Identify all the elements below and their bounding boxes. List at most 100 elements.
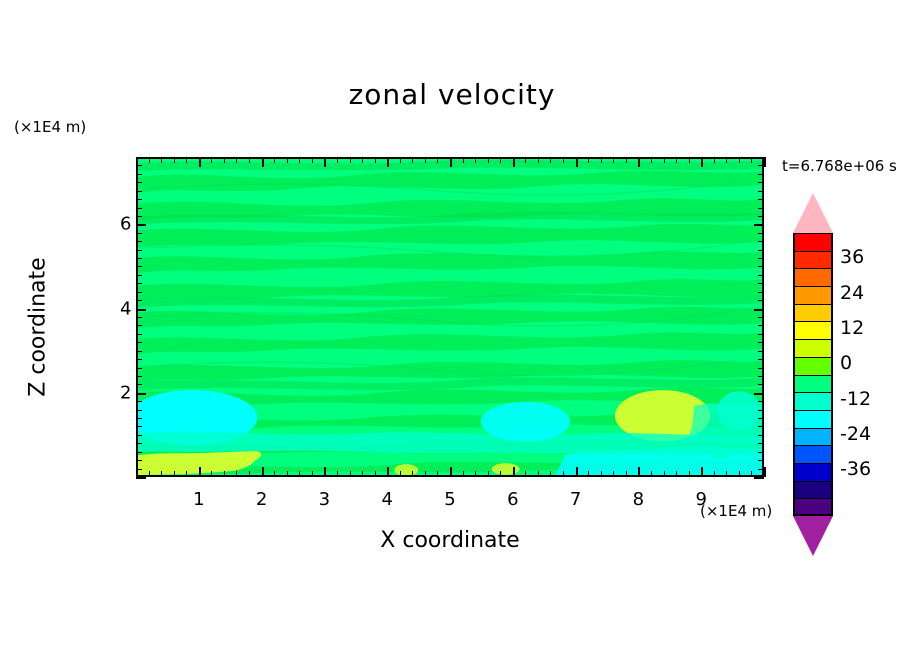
y-tick [136, 199, 142, 200]
x-tick [174, 471, 175, 477]
y-tick [758, 460, 764, 461]
x-tick [601, 471, 602, 477]
x-tick [613, 471, 614, 477]
x-tick [224, 471, 225, 477]
x-tick [262, 467, 264, 477]
x-tick [174, 157, 175, 163]
x-tick [726, 471, 727, 477]
x-tick [337, 157, 338, 163]
y-tick [136, 250, 142, 251]
x-tick [287, 471, 288, 477]
y-tick [758, 325, 764, 326]
y-tick-label-6: 6 [120, 214, 131, 235]
x-tick [626, 157, 627, 163]
y-tick [136, 351, 142, 352]
x-tick [236, 471, 237, 477]
y-tick [754, 224, 764, 226]
x-tick [274, 471, 275, 477]
x-tick [576, 467, 578, 477]
y-tick [758, 241, 764, 242]
y-tick [136, 460, 142, 461]
y-tick [136, 359, 142, 360]
y-tick [136, 342, 142, 343]
x-tick [262, 157, 264, 167]
x-tick [500, 157, 501, 163]
y-tick [758, 359, 764, 360]
x-tick [664, 157, 665, 163]
x-tick [588, 157, 589, 163]
y-tick [758, 368, 764, 369]
x-tick [161, 471, 162, 477]
y-tick [136, 384, 142, 385]
y-tick-label-2: 2 [120, 382, 131, 403]
x-tick [236, 157, 237, 163]
y-tick [136, 233, 142, 234]
x-tick [676, 471, 677, 477]
x-tick [324, 467, 326, 477]
y-tick [754, 393, 764, 395]
y-tick [136, 435, 142, 436]
chart-title: zonal velocity [0, 78, 904, 111]
x-tick [525, 471, 526, 477]
x-tick [513, 157, 515, 167]
x-tick [161, 157, 162, 163]
x-tick [450, 467, 452, 477]
y-tick [758, 342, 764, 343]
x-tick-label-7: 7 [570, 489, 581, 510]
y-tick [758, 469, 764, 470]
y-tick [136, 182, 142, 183]
colorbar-segment-13 [793, 463, 833, 481]
x-tick [638, 157, 640, 167]
y-tick [136, 325, 142, 326]
y-tick [136, 165, 142, 166]
colorbar-label-12: 12 [840, 317, 864, 339]
x-tick [613, 157, 614, 163]
x-tick [199, 467, 201, 477]
y-tick [136, 418, 142, 419]
x-tick [588, 471, 589, 477]
x-tick-label-5: 5 [444, 489, 455, 510]
x-tick [400, 471, 401, 477]
y-tick [758, 292, 764, 293]
x-tick [437, 471, 438, 477]
x-tick [211, 471, 212, 477]
x-tick [500, 471, 501, 477]
y-tick [136, 443, 142, 444]
y-tick [136, 393, 146, 395]
y-tick [758, 174, 764, 175]
y-tick [136, 258, 142, 259]
y-tick [758, 208, 764, 209]
x-tick [714, 157, 715, 163]
x-tick [651, 157, 652, 163]
y-tick [758, 418, 764, 419]
y-tick [136, 266, 142, 267]
x-tick [312, 157, 313, 163]
y-tick [136, 317, 142, 318]
x-tick [425, 471, 426, 477]
y-tick [758, 317, 764, 318]
x-tick [186, 471, 187, 477]
y-tick [136, 300, 142, 301]
x-tick [312, 471, 313, 477]
y-tick [136, 292, 142, 293]
y-tick [758, 435, 764, 436]
y-tick [758, 384, 764, 385]
x-tick [387, 157, 389, 167]
colorbar-segment-2 [793, 268, 833, 286]
x-tick [726, 157, 727, 163]
y-tick [758, 250, 764, 251]
x-tick [525, 157, 526, 163]
y-tick [136, 410, 142, 411]
x-tick [350, 157, 351, 163]
y-tick [136, 191, 142, 192]
x-tick [362, 471, 363, 477]
colorbar-arrow-low [793, 516, 833, 556]
y-tick [758, 182, 764, 183]
y-tick [758, 426, 764, 427]
colorbar-label-24: 24 [840, 282, 864, 304]
x-tick [224, 157, 225, 163]
colorbar-segment-14 [793, 481, 833, 499]
y-tick [758, 233, 764, 234]
y-tick [758, 199, 764, 200]
colorbar-segment-5 [793, 321, 833, 339]
